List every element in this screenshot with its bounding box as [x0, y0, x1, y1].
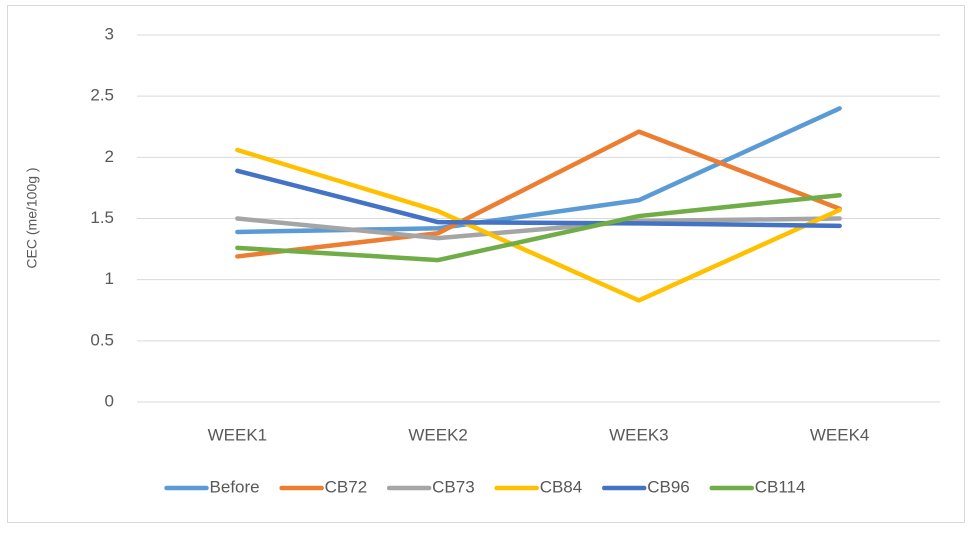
x-tick-label: WEEK2	[408, 425, 468, 444]
y-tick-label: 3	[105, 24, 114, 43]
chart-frame	[7, 5, 965, 523]
series-line	[235, 129, 842, 259]
series-line	[235, 193, 842, 263]
series-line	[235, 168, 842, 229]
y-tick-label: 0.5	[90, 330, 114, 349]
legend-label: CB73	[432, 477, 475, 496]
legend-label: CB84	[540, 477, 583, 496]
y-tick-label: 1.5	[90, 208, 114, 227]
y-tick-label: 0	[105, 391, 114, 410]
x-tick-label: WEEK1	[208, 425, 268, 444]
legend: Before CB72 CB73 CB84 CB96 CB114	[164, 477, 806, 496]
legend-label: CB96	[647, 477, 690, 496]
y-tick-label: 2	[105, 147, 114, 166]
x-tick-label: WEEK3	[609, 425, 669, 444]
x-tick-label: WEEK4	[810, 425, 870, 444]
legend-label: CB114	[755, 477, 806, 496]
series-line	[235, 216, 842, 241]
y-axis-label: CEC (me/100g )	[24, 167, 40, 268]
y-tick-label: 1	[105, 269, 114, 288]
series-line	[235, 147, 842, 303]
legend-label: CB72	[325, 477, 368, 496]
legend-label: Before	[210, 477, 260, 496]
y-tick-label: 2.5	[90, 86, 114, 105]
